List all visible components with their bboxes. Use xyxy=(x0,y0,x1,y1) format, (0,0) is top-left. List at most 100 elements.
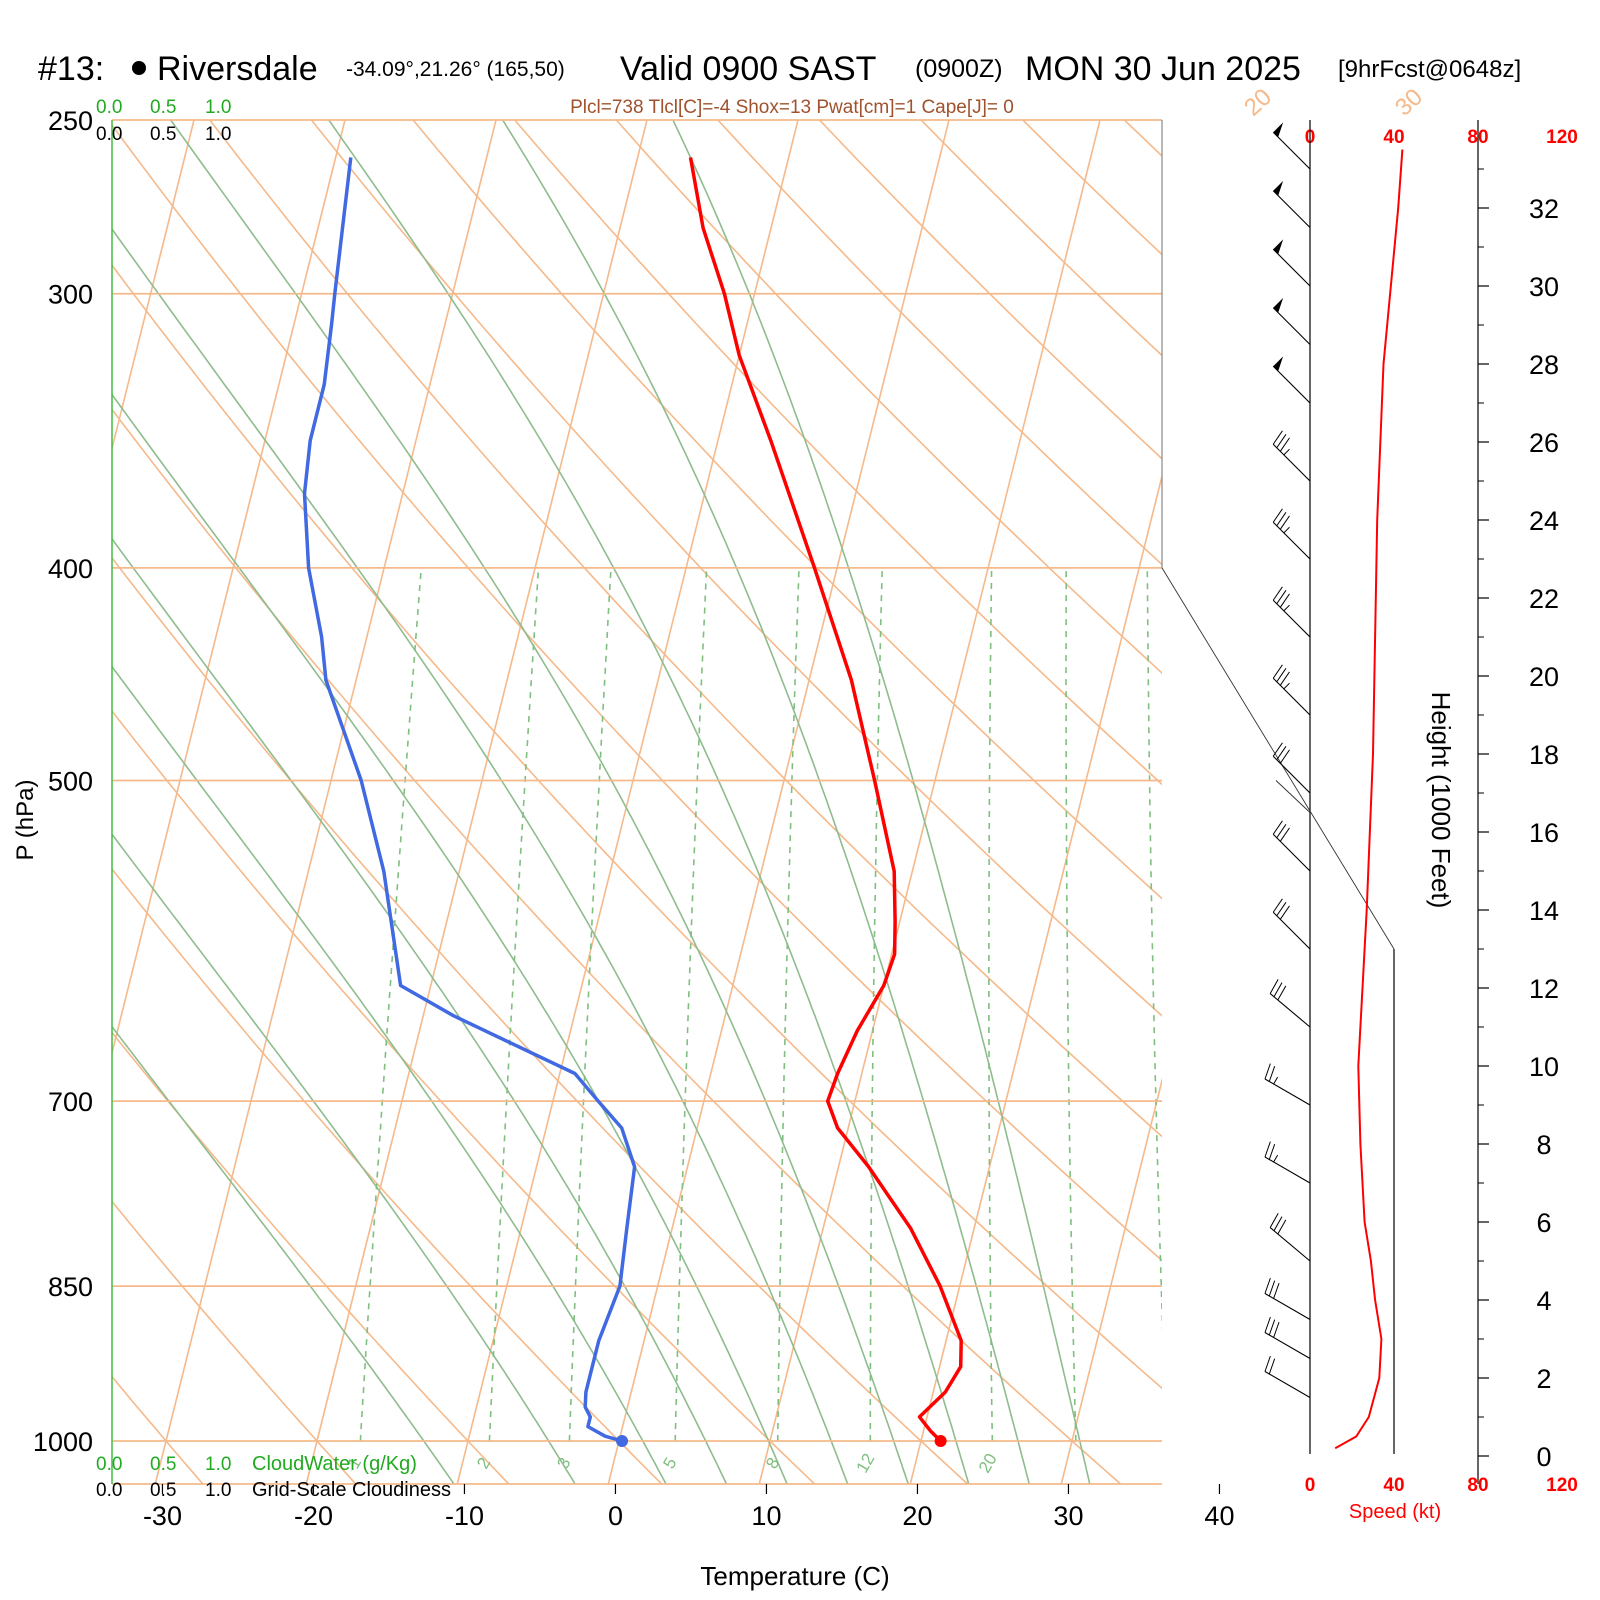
dry-adiabat xyxy=(112,263,1162,1390)
dry-adiabat xyxy=(919,120,1162,357)
height-tick-label: 4 xyxy=(1536,1286,1551,1316)
cloudwater-scale-top: 0.0 xyxy=(96,97,122,118)
height-tick-label: 26 xyxy=(1529,428,1559,458)
axes: -30 -20 -10 0 10 20 30 40 Temperature (C) 250 300 4… xyxy=(12,106,1234,1591)
isotherm xyxy=(909,472,1162,1484)
height-tick-label: 32 xyxy=(1529,194,1559,224)
moist-adiabat xyxy=(112,665,667,1484)
speed-axis-label: Speed (kt) xyxy=(1349,1501,1441,1523)
temperature-profile xyxy=(688,157,963,1443)
speed-tick-label-bottom: 120 xyxy=(1546,1475,1578,1496)
wind-barb xyxy=(1272,430,1311,482)
valid-time: Valid 0900 SAST xyxy=(620,50,876,88)
station-number: #13: xyxy=(38,50,104,88)
height-tick-label: 22 xyxy=(1529,584,1559,614)
isotherm xyxy=(1060,1077,1162,1484)
wind-barb xyxy=(1272,742,1311,794)
thermo-grid xyxy=(112,81,1600,1487)
y-tick-label: 400 xyxy=(48,554,93,584)
station-coords: -34.09°,21.26° (165,50) xyxy=(346,58,565,81)
cloudwater-scale-top: 1.0 xyxy=(205,97,231,118)
mixing-ratio-line xyxy=(776,567,800,1442)
speed-tick-label-top: 80 xyxy=(1467,127,1488,148)
height-tick-label: 28 xyxy=(1529,350,1559,380)
moist-adiabat xyxy=(112,537,728,1484)
dry-adiabat xyxy=(412,120,1162,900)
sounding-profiles xyxy=(302,157,963,1447)
isotherm-label-right: 30 xyxy=(1390,83,1428,121)
isotherm xyxy=(112,120,346,1057)
y-tick-label: 500 xyxy=(48,767,93,797)
height-tick-label: 2 xyxy=(1536,1364,1551,1394)
speed-tick-label-top: 120 xyxy=(1546,127,1578,148)
mixing-ratio-line xyxy=(988,567,994,1442)
wind-barb xyxy=(1264,1063,1311,1106)
x-tick-label: 40 xyxy=(1204,1501,1234,1531)
dry-adiabat xyxy=(615,120,1162,675)
x-tick-label: -20 xyxy=(294,1501,333,1531)
moist-adiabat xyxy=(170,120,910,1484)
moist-adiabat xyxy=(672,120,1091,1484)
speed-tick-label-bottom: 80 xyxy=(1467,1475,1488,1496)
dewpoint-profile xyxy=(302,157,637,1443)
wind-barb xyxy=(1269,1213,1311,1262)
cloudiness-scale-bottom: 0.0 xyxy=(96,1480,122,1501)
dry-adiabat xyxy=(112,1031,510,1484)
dry-adiabat xyxy=(1586,81,1600,1487)
wind-barb xyxy=(1272,664,1311,716)
mixing-ratio-label: 20 xyxy=(975,1450,1001,1476)
height-tick-label: 16 xyxy=(1529,818,1559,848)
isotherm xyxy=(607,120,950,1484)
x-tick-label: 30 xyxy=(1053,1501,1083,1531)
wind-barb xyxy=(1272,586,1311,638)
moist-adiabat xyxy=(112,1025,455,1484)
dry-adiabat xyxy=(716,120,1162,566)
height-tick-label: 20 xyxy=(1529,662,1559,692)
isotherm xyxy=(1211,81,1562,1487)
station-dot-icon xyxy=(132,61,146,75)
height-tick-label: 10 xyxy=(1529,1052,1559,1082)
skew-guide-line xyxy=(1275,780,1311,813)
wind-barb xyxy=(1272,239,1311,287)
x-tick-label: -10 xyxy=(445,1501,484,1531)
temperature-surface-marker xyxy=(934,1435,947,1447)
height-axis-label: Height (1000 Feet) xyxy=(1426,692,1456,909)
isotherm xyxy=(456,120,799,1484)
height-tick-label: 0 xyxy=(1536,1442,1551,1472)
cloudwater-scale-bottom: 0.0 xyxy=(96,1454,122,1475)
cloud-legend: 0.0 0.0 0.5 0.5 1.0 1.0 0.0 0.0 0.5 0.5 1.0 1.0 Clou… xyxy=(96,97,451,1501)
mixing-ratio-line xyxy=(359,567,423,1442)
wind-barb xyxy=(1272,820,1311,872)
moist-adiabat xyxy=(112,832,577,1484)
mixing-ratio-line xyxy=(568,567,612,1442)
cloudwater-scale-bottom: 1.0 xyxy=(205,1454,231,1475)
height-tick-label: 8 xyxy=(1536,1130,1551,1160)
mixing-ratio-label: 3 xyxy=(553,1454,574,1472)
mixing-ratio-line xyxy=(488,567,540,1442)
isotherm xyxy=(112,120,195,452)
header: #13: Riversdale -34.09°,21.26° (165,50) … xyxy=(38,50,1521,118)
cloudwater-label: CloudWater (g/Kg) xyxy=(252,1453,417,1475)
moist-adiabat xyxy=(112,227,849,1484)
forecast-info: [9hrFcst@0648z] xyxy=(1338,56,1521,83)
height-tick-label: 14 xyxy=(1529,896,1559,926)
speed-tick-label-bottom: 0 xyxy=(1305,1475,1316,1496)
dry-adiabat xyxy=(1021,120,1162,256)
y-tick-label: 700 xyxy=(48,1087,93,1117)
plot-frame xyxy=(111,120,1163,1484)
dry-adiabat xyxy=(112,1200,357,1484)
x-tick-label: 10 xyxy=(751,1501,781,1531)
x-tick-label: -30 xyxy=(143,1501,182,1531)
dry-adiabat xyxy=(208,120,1162,1138)
height-tick-label: 24 xyxy=(1529,506,1559,536)
wind-barb xyxy=(1264,1277,1311,1320)
height-tick-label: 18 xyxy=(1529,740,1559,770)
zulu-time: (0900Z) xyxy=(915,55,1003,83)
y-tick-label: 300 xyxy=(48,280,93,310)
y-axis-label: P (hPa) xyxy=(12,780,39,861)
cloudiness-scale-top: 0.0 xyxy=(96,124,122,145)
dry-adiabat xyxy=(513,120,1162,786)
cloudiness-label: Grid-Scale Cloudiness xyxy=(252,1479,451,1501)
wind-barb xyxy=(1264,1355,1311,1398)
